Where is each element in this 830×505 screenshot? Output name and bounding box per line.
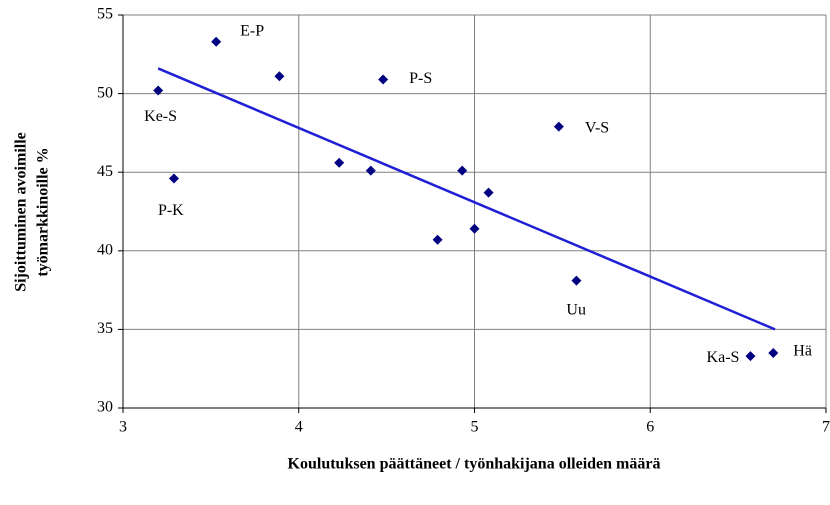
x-tick-label: 7 bbox=[822, 419, 830, 436]
point bbox=[334, 157, 345, 168]
point bbox=[211, 36, 222, 47]
y-tick-label: 40 bbox=[97, 241, 113, 258]
point-label: Hä bbox=[793, 343, 812, 360]
point bbox=[483, 187, 494, 198]
point-label: V-S bbox=[585, 119, 609, 136]
point bbox=[768, 347, 779, 358]
y-axis-title: työmarkkinoille % bbox=[35, 147, 52, 276]
point-label: Ka-S bbox=[707, 349, 740, 366]
x-tick-label: 5 bbox=[471, 419, 479, 436]
point-label: P-K bbox=[158, 202, 184, 219]
y-tick-label: 55 bbox=[97, 6, 113, 23]
x-tick-label: 4 bbox=[295, 419, 303, 436]
point bbox=[745, 351, 756, 362]
x-tick-label: 3 bbox=[119, 419, 127, 436]
point-label: Uu bbox=[566, 301, 586, 318]
point bbox=[365, 165, 376, 176]
trend-line bbox=[157, 67, 776, 331]
x-axis-title: Koulutuksen päättäneet / työnhakijana ol… bbox=[288, 456, 661, 473]
y-tick-label: 30 bbox=[97, 399, 113, 416]
point bbox=[571, 275, 582, 286]
point bbox=[378, 74, 389, 85]
point bbox=[469, 223, 480, 234]
point bbox=[432, 234, 443, 245]
point bbox=[274, 71, 285, 82]
point bbox=[153, 85, 164, 96]
x-tick-label: 6 bbox=[646, 419, 654, 436]
y-axis-title: Sijoittuminen avoimille bbox=[13, 132, 30, 292]
point bbox=[553, 121, 564, 132]
point-label: Ke-S bbox=[144, 108, 177, 125]
y-tick-label: 35 bbox=[97, 320, 113, 337]
y-tick-label: 50 bbox=[97, 84, 113, 101]
point bbox=[168, 173, 179, 184]
point bbox=[457, 165, 468, 176]
point-label: P-S bbox=[409, 70, 432, 87]
y-tick-label: 45 bbox=[97, 163, 113, 180]
point-label: E-P bbox=[240, 22, 264, 39]
